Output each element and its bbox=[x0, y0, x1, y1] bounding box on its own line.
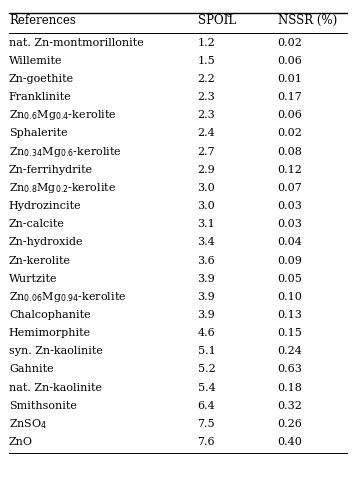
Text: 0.63: 0.63 bbox=[278, 365, 303, 374]
Text: Smithsonite: Smithsonite bbox=[9, 401, 77, 411]
Text: 2.3: 2.3 bbox=[198, 92, 215, 102]
Text: Gahnite: Gahnite bbox=[9, 365, 53, 374]
Text: Wurtzite: Wurtzite bbox=[9, 274, 57, 283]
Text: 3.1: 3.1 bbox=[198, 219, 215, 229]
Text: Franklinite: Franklinite bbox=[9, 92, 72, 102]
Text: 0.12: 0.12 bbox=[278, 165, 303, 174]
Text: 1.5: 1.5 bbox=[198, 56, 215, 65]
Text: 0.03: 0.03 bbox=[278, 201, 303, 211]
Text: Zn$_{0.8}$Mg$_{0.2}$-kerolite: Zn$_{0.8}$Mg$_{0.2}$-kerolite bbox=[9, 181, 116, 195]
Text: 3.0: 3.0 bbox=[198, 183, 215, 193]
Text: 0.02: 0.02 bbox=[278, 129, 303, 138]
Text: 2.3: 2.3 bbox=[198, 110, 215, 120]
Text: 3.9: 3.9 bbox=[198, 292, 215, 302]
Text: ZnO: ZnO bbox=[9, 437, 33, 447]
Text: References: References bbox=[9, 13, 76, 27]
Text: 0.06: 0.06 bbox=[278, 110, 303, 120]
Text: 0.32: 0.32 bbox=[278, 401, 303, 411]
Text: NSSR (%): NSSR (%) bbox=[278, 13, 337, 27]
Text: Zn-ferrihydrite: Zn-ferrihydrite bbox=[9, 165, 93, 174]
Text: 0.18: 0.18 bbox=[278, 383, 303, 392]
Text: Sphalerite: Sphalerite bbox=[9, 129, 68, 138]
Text: 0.02: 0.02 bbox=[278, 38, 303, 47]
Text: 5.1: 5.1 bbox=[198, 347, 215, 356]
Text: 0.10: 0.10 bbox=[278, 292, 303, 302]
Text: SPOIL: SPOIL bbox=[198, 13, 236, 27]
Text: 0.07: 0.07 bbox=[278, 183, 303, 193]
Text: ZnSO$_4$: ZnSO$_4$ bbox=[9, 417, 47, 431]
Text: 0.40: 0.40 bbox=[278, 437, 303, 447]
Text: Zn-goethite: Zn-goethite bbox=[9, 74, 74, 84]
Text: 3.9: 3.9 bbox=[198, 274, 215, 283]
Text: 3.6: 3.6 bbox=[198, 256, 215, 265]
Text: 2.9: 2.9 bbox=[198, 165, 215, 174]
Text: Hemimorphite: Hemimorphite bbox=[9, 328, 91, 338]
Text: 0.17: 0.17 bbox=[278, 92, 303, 102]
Text: 0.06: 0.06 bbox=[278, 56, 303, 65]
Text: 7.5: 7.5 bbox=[198, 419, 215, 429]
Text: Zn-calcite: Zn-calcite bbox=[9, 219, 65, 229]
Text: 0.15: 0.15 bbox=[278, 328, 303, 338]
Text: 1.2: 1.2 bbox=[198, 38, 215, 47]
Text: 5.4: 5.4 bbox=[198, 383, 215, 392]
Text: nat. Zn-montmorillonite: nat. Zn-montmorillonite bbox=[9, 38, 144, 47]
Text: nat. Zn-kaolinite: nat. Zn-kaolinite bbox=[9, 383, 102, 392]
Text: 0.08: 0.08 bbox=[278, 147, 303, 156]
Text: Zn-kerolite: Zn-kerolite bbox=[9, 256, 71, 265]
Text: Chalcophanite: Chalcophanite bbox=[9, 310, 90, 320]
Text: 3.9: 3.9 bbox=[198, 310, 215, 320]
Text: 3.0: 3.0 bbox=[198, 201, 215, 211]
Text: Zn$_{0.34}$Mg$_{0.6}$-kerolite: Zn$_{0.34}$Mg$_{0.6}$-kerolite bbox=[9, 144, 121, 159]
Text: 0.04: 0.04 bbox=[278, 238, 303, 247]
Text: 3.4: 3.4 bbox=[198, 238, 215, 247]
Text: 0.03: 0.03 bbox=[278, 219, 303, 229]
Text: 0.05: 0.05 bbox=[278, 274, 303, 283]
Text: a: a bbox=[227, 11, 232, 19]
Text: 2.7: 2.7 bbox=[198, 147, 215, 156]
Text: 2.4: 2.4 bbox=[198, 129, 215, 138]
Text: Zn-hydroxide: Zn-hydroxide bbox=[9, 238, 83, 247]
Text: Willemite: Willemite bbox=[9, 56, 62, 65]
Text: 0.13: 0.13 bbox=[278, 310, 303, 320]
Text: Zn$_{0.6}$Mg$_{0.4}$-kerolite: Zn$_{0.6}$Mg$_{0.4}$-kerolite bbox=[9, 108, 116, 122]
Text: 6.4: 6.4 bbox=[198, 401, 215, 411]
Text: 0.24: 0.24 bbox=[278, 347, 303, 356]
Text: 7.6: 7.6 bbox=[198, 437, 215, 447]
Text: 0.01: 0.01 bbox=[278, 74, 303, 84]
Text: Zn$_{0.06}$Mg$_{0.94}$-kerolite: Zn$_{0.06}$Mg$_{0.94}$-kerolite bbox=[9, 290, 126, 304]
Text: Hydrozincite: Hydrozincite bbox=[9, 201, 82, 211]
Text: 0.09: 0.09 bbox=[278, 256, 303, 265]
Text: syn. Zn-kaolinite: syn. Zn-kaolinite bbox=[9, 347, 103, 356]
Text: 5.2: 5.2 bbox=[198, 365, 215, 374]
Text: 2.2: 2.2 bbox=[198, 74, 215, 84]
Text: 0.26: 0.26 bbox=[278, 419, 303, 429]
Text: 4.6: 4.6 bbox=[198, 328, 215, 338]
